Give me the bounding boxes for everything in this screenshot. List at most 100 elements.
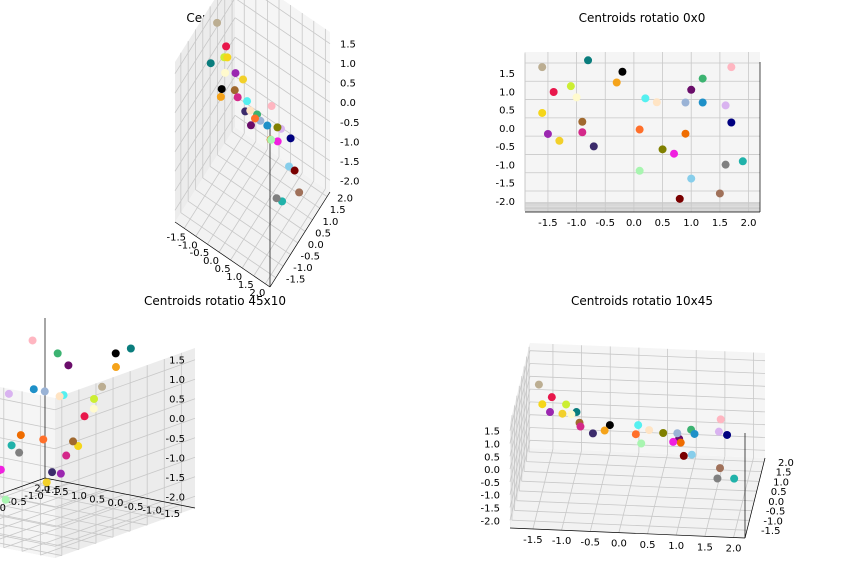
data-point <box>567 410 576 419</box>
z-gridline <box>529 375 766 387</box>
z-tick-label: 1.0 <box>484 439 500 450</box>
x-tick-label: 1.5 <box>712 218 728 229</box>
data-point <box>681 129 690 138</box>
z-tick-label: -2.0 <box>495 197 515 208</box>
x-gridline <box>253 180 315 277</box>
data-point <box>670 149 679 158</box>
data-point <box>716 464 724 473</box>
x-tick-label: -1.0 <box>567 218 587 229</box>
y-gridline <box>511 519 747 531</box>
x-gridline <box>207 148 268 245</box>
axis-lines <box>0 318 196 509</box>
z-gridline <box>509 401 531 482</box>
data-point <box>230 86 239 95</box>
y-tick-label: -1.5 <box>41 485 61 496</box>
axis-panes <box>510 343 765 538</box>
y-tick-label: 0.0 <box>768 497 784 508</box>
data-point <box>578 117 587 126</box>
data-point <box>272 194 281 203</box>
x-tick-label: 0.5 <box>655 218 671 229</box>
z-tick-label: 1.5 <box>340 40 356 51</box>
data-point <box>222 42 231 51</box>
y-tick-label: 2.0 <box>337 194 353 205</box>
data-point <box>716 415 725 424</box>
data-point <box>213 18 222 27</box>
z-gridline <box>509 389 531 470</box>
data-point <box>62 451 71 460</box>
z-gridline <box>54 476 196 528</box>
y-tick-label: -1.0 <box>763 516 783 527</box>
z-gridline <box>54 495 196 547</box>
z-gridline <box>54 398 196 450</box>
data-point <box>727 63 736 72</box>
x-tick-label: -0.5 <box>580 537 600 548</box>
x-tick-label: 2.0 <box>34 483 50 494</box>
data-point <box>687 85 696 94</box>
data-point <box>538 63 547 72</box>
z-tick-label: 1.5 <box>169 356 185 367</box>
data-point <box>251 114 259 123</box>
data-point <box>714 427 723 436</box>
y-tick-label: -1.5 <box>761 526 781 537</box>
x-tick-label: 0.0 <box>108 498 124 509</box>
y-gridline <box>202 177 299 244</box>
scatter-points <box>0 336 135 504</box>
data-point <box>555 136 564 145</box>
z-gridline <box>509 376 531 457</box>
y-gridline <box>0 523 97 544</box>
back-pane <box>235 0 330 192</box>
z-tick-label: -0.5 <box>165 434 185 445</box>
z-gridline <box>174 115 236 211</box>
data-point <box>675 194 684 203</box>
z-tick-label: -0.5 <box>495 142 515 153</box>
z-tick-label: -1.5 <box>480 504 500 515</box>
axis-lines <box>174 127 331 288</box>
z-tick-label: -1.5 <box>495 179 515 190</box>
y-tick-label: -1.5 <box>286 275 306 286</box>
y-gridline <box>516 500 752 512</box>
data-point <box>56 469 65 478</box>
y-gridline <box>514 510 750 521</box>
x-tick-label: 2.0 <box>726 544 742 555</box>
z-gridline <box>174 0 223 74</box>
data-point <box>715 189 724 198</box>
z-gridline <box>0 456 56 469</box>
z-gridline <box>54 378 196 430</box>
x-gridline <box>0 479 53 499</box>
y-tick-label: 0.0 <box>308 240 324 251</box>
y-gridline <box>187 200 284 267</box>
x-gridline <box>0 486 90 519</box>
data-point <box>243 97 252 106</box>
data-point <box>721 101 730 110</box>
data-point <box>584 56 593 65</box>
y-gridline <box>0 542 62 556</box>
gridlines <box>0 352 196 556</box>
x-gridline <box>0 482 71 509</box>
data-point <box>673 429 682 438</box>
z-tick-label: 0.0 <box>169 414 185 425</box>
x-gridline <box>265 188 326 285</box>
data-point <box>687 450 696 459</box>
x-tick-label: 0.0 <box>611 539 627 550</box>
data-point <box>698 98 707 107</box>
z-gridline <box>174 17 236 113</box>
data-point <box>576 422 585 431</box>
z-tick-label: 0.0 <box>340 98 356 109</box>
data-point <box>572 93 581 102</box>
y-tick-label: 0.0 <box>0 503 6 514</box>
data-point <box>111 349 120 358</box>
y-gridline <box>529 451 765 463</box>
x-tick-label: 2.0 <box>741 218 757 229</box>
data-point <box>558 409 567 418</box>
x-tick-label: 1.5 <box>53 487 69 498</box>
data-point <box>549 88 558 96</box>
panel-title: Centroids rotatio 10x45 <box>571 294 713 308</box>
data-point <box>727 118 736 127</box>
y-gridline <box>217 154 313 221</box>
z-tick-label: -1.5 <box>165 473 185 484</box>
data-point <box>246 106 255 115</box>
y-tick-label: 1.5 <box>776 468 792 479</box>
x-tick-label: -0.5 <box>124 502 144 513</box>
z-gridline <box>236 0 331 64</box>
